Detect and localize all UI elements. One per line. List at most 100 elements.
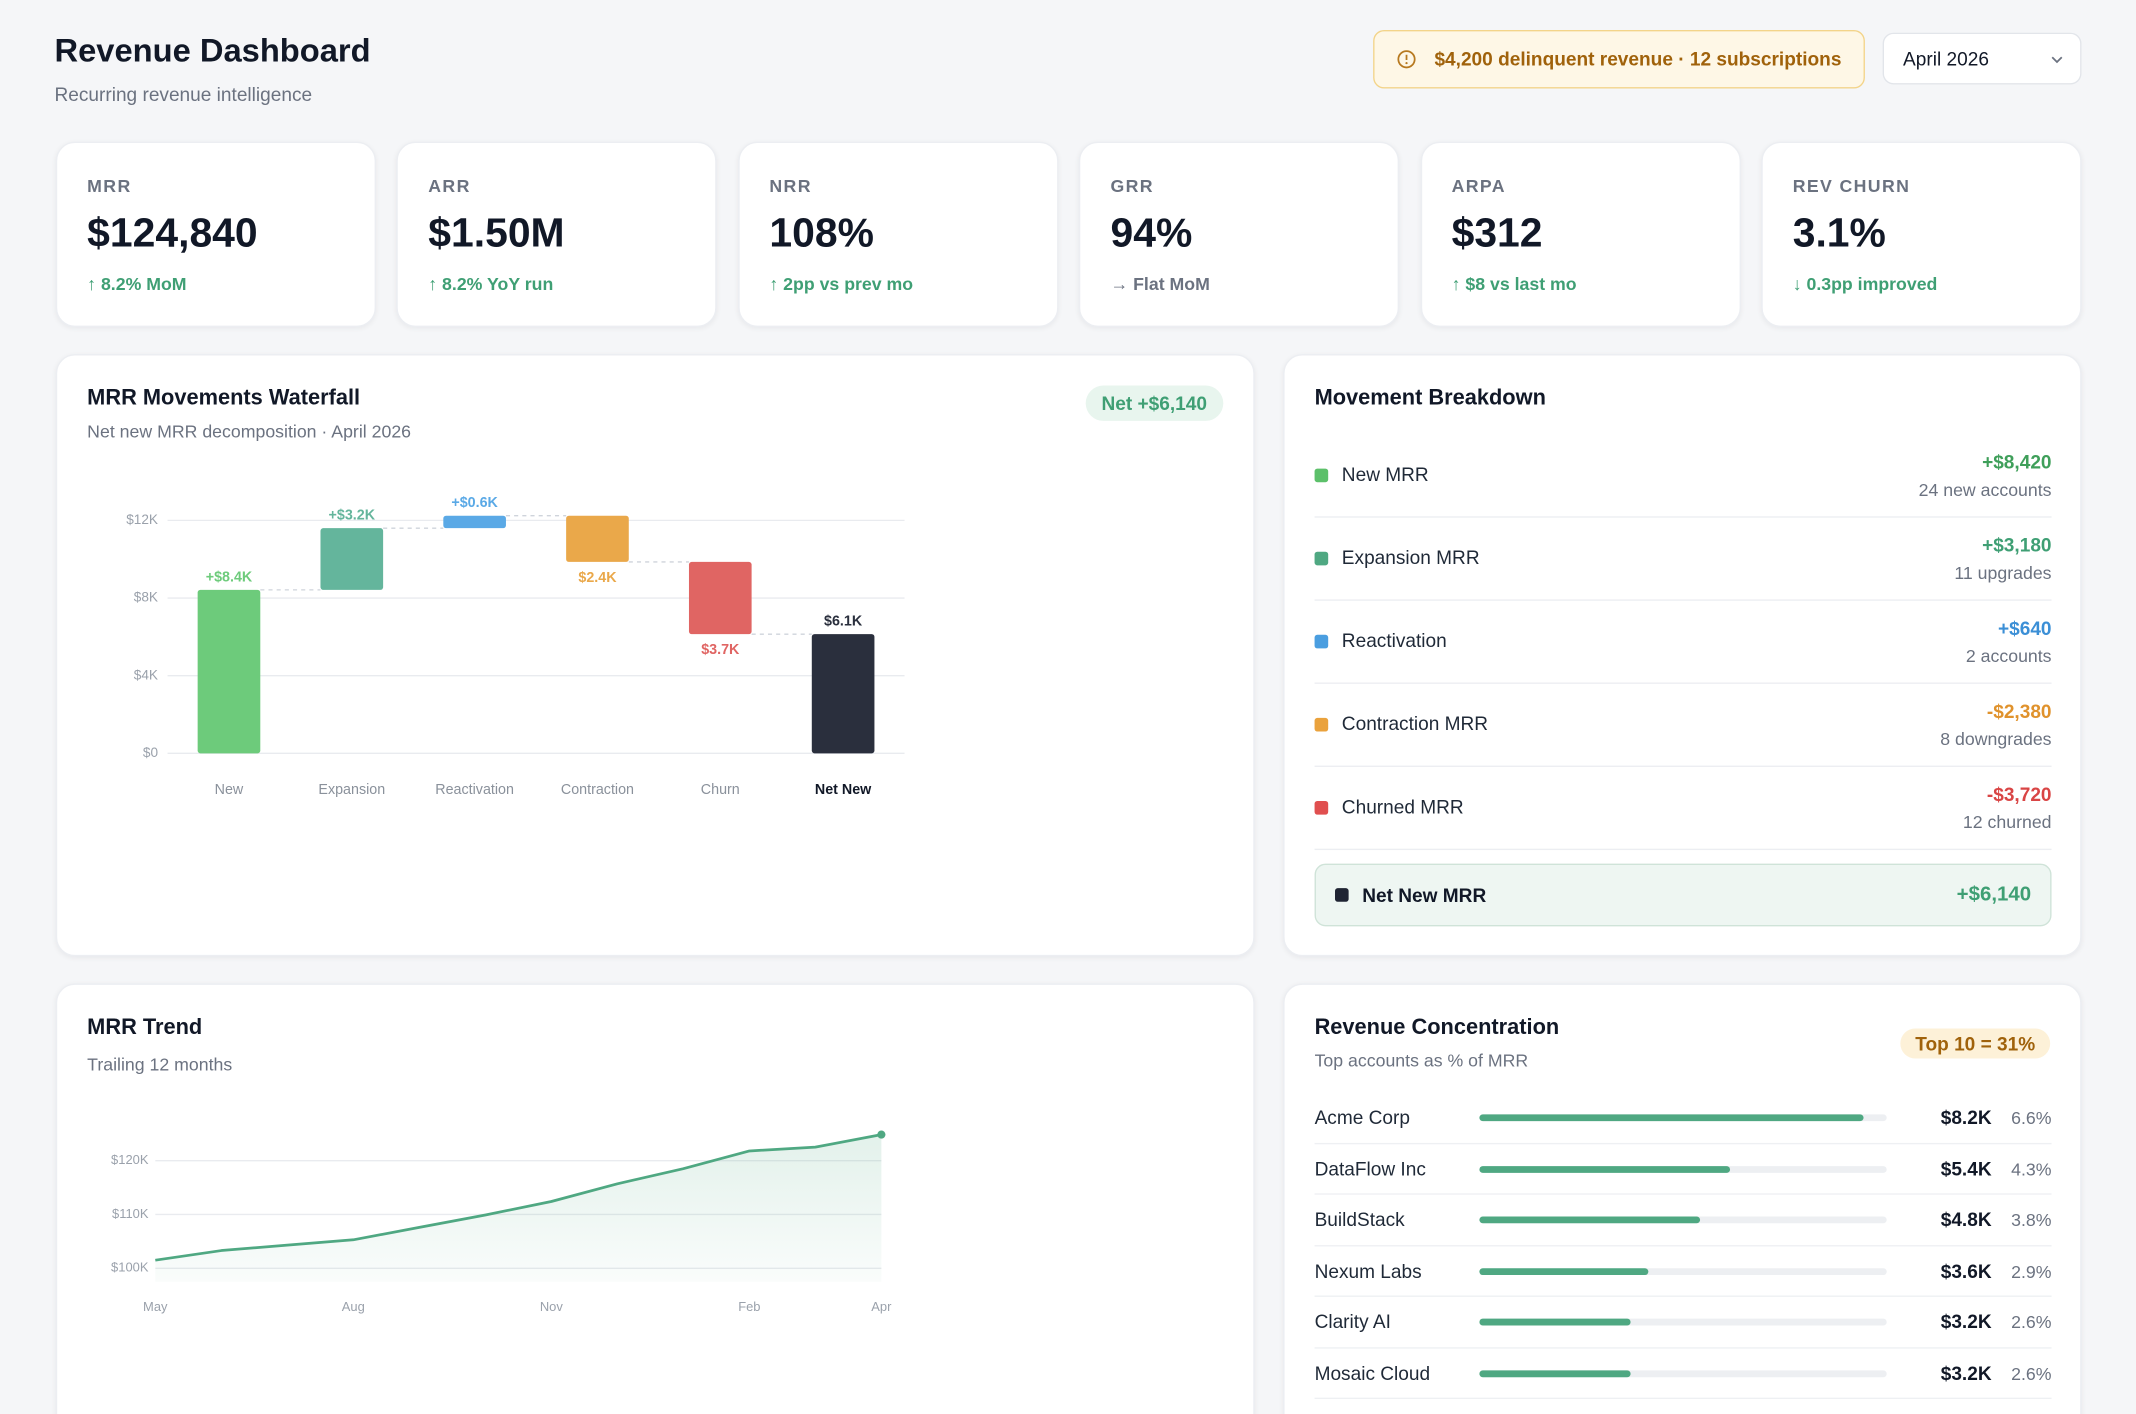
swatch [1314,468,1329,483]
end-point [877,1130,886,1139]
account-row: Nexum Labs $3.6K 2.9% [1314,1246,2052,1297]
net-badge: Net +$6,140 [1085,385,1224,421]
bar [566,515,629,562]
movement-name: New MRR [1341,463,1429,485]
kpi-delta: ↑ 8.2% MoM [87,273,187,295]
movement-note: 12 churned [1962,811,2052,833]
page-subtitle: Recurring revenue intelligence [54,83,313,105]
kpi-card: ARR $1.50M ↑ 8.2% YoY run [396,141,718,327]
kpi-label: NRR [769,175,812,197]
card-subtitle: Top accounts as % of MRR [1314,1050,1529,1071]
account-row: BuildStack $4.8K 3.8% [1314,1195,2052,1246]
movement-row: Contraction MRR -$2,380 8 downgrades [1314,684,2052,767]
account-share: 2.6% [2011,1311,2052,1333]
account-amount: $3.6K [1940,1259,1992,1282]
account-share: 3.8% [2011,1209,2052,1231]
kpi-value: $124,840 [87,211,258,257]
net-amount: +$6,140 [1956,882,2032,906]
card-subtitle: Net new MRR decomposition · April 2026 [87,420,412,442]
account-share: 2.6% [2011,1362,2052,1384]
x-tick-label: Nov [540,1299,564,1314]
movement-row: Reactivation +$640 2 accounts [1314,601,2052,684]
kpi-card: MRR $124,840 ↑ 8.2% MoM [55,141,376,327]
bar-track [1479,1267,1887,1275]
alert-banner[interactable]: $4,200 delinquent revenue · 12 subscript… [1373,29,1865,89]
kpi-card: NRR 108% ↑ 2pp vs prev mo [738,141,1059,327]
bar-track [1479,1114,1887,1122]
value-label: $3.7K [701,642,740,658]
y-tick-label: $110K [112,1206,149,1221]
value-label: +$3.2K [329,508,376,524]
kpi-label: REV CHURN [1792,175,1911,197]
x-tick-label: New [215,782,244,798]
concentration-card: Revenue Concentration Top accounts as % … [1283,983,2082,1414]
movement-row: Expansion MRR +$3,180 11 upgrades [1314,518,2052,601]
kpi-card: GRR 94% → Flat MoM [1079,141,1400,327]
x-tick-label: Expansion [318,782,385,798]
area [155,1134,882,1282]
bar [1479,1267,1649,1275]
account-row: Mosaic Cloud $3.2K 2.6% [1314,1348,2052,1400]
kpi-delta: ↑ 8.2% YoY run [428,273,554,295]
movement-note: 2 accounts [1965,645,2052,667]
alert-icon [1397,50,1416,69]
kpi-value: 94% [1110,211,1193,257]
trend-card: MRR Trend Trailing 12 months $100K $110K $… [55,983,1255,1414]
account-share: 2.9% [2011,1260,2052,1282]
movement-amount: -$3,720 [1986,783,2052,806]
kpi-value: $312 [1451,211,1543,257]
movement-name: Contraction MRR [1341,712,1489,735]
card-title: MRR Trend [87,1016,203,1040]
x-tick-label: Contraction [561,782,634,798]
kpi-delta: ↓ 0.3pp improved [1792,273,1938,295]
y-tick-label: $100K [111,1260,149,1275]
movement-row: Churned MRR -$3,720 12 churned [1314,767,2052,851]
x-tick-label: Feb [738,1299,760,1314]
swatch [1335,888,1349,902]
movement-amount: +$8,420 [1982,450,2052,473]
bar [1479,1165,1730,1173]
y-tick-label: $120K [111,1152,149,1167]
x-tick-label: May [143,1299,168,1314]
bar [1479,1369,1631,1377]
account-amount: $4.8K [1940,1208,1992,1231]
movement-name: Reactivation [1341,629,1447,652]
account-amount: $8.2K [1940,1106,1992,1128]
account-share: 4.3% [2011,1158,2052,1180]
account-name: Clarity AI [1314,1310,1391,1333]
trend-chart: $100K $110K $120K May Aug Nov Feb Apr [111,1130,892,1314]
x-tick-label: Net New [815,782,872,798]
y-tick-label: $0 [143,745,159,760]
account-row: Acme Corp $8.2K 6.6% [1314,1093,2052,1144]
y-tick-label: $8K [134,590,158,605]
kpi-delta: ↑ $8 vs last mo [1451,273,1577,295]
x-tick-label: Reactivation [435,782,514,798]
account-name: Acme Corp [1314,1106,1410,1128]
account-share: 6.6% [2011,1107,2052,1128]
top10-badge: Top 10 = 31% [1900,1028,2051,1059]
net-name: Net New MRR [1362,884,1487,906]
account-name: Mosaic Cloud [1314,1361,1431,1384]
account-row: DataFlow Inc $5.4K 4.3% [1314,1144,2052,1195]
kpi-delta: ↑ 2pp vs prev mo [769,273,914,295]
kpi-label: GRR [1110,175,1154,197]
movement-card: Movement Breakdown Net New MRR +$6,140 N… [1283,354,2082,957]
period-select[interactable]: April 2026 [1882,32,2082,85]
card-subtitle: Trailing 12 months [87,1054,233,1075]
movement-amount: +$3,180 [1982,534,2052,556]
y-tick-label: $4K [134,667,158,682]
swatch [1314,801,1329,815]
bar [320,528,384,590]
card-title: MRR Movements Waterfall [87,386,361,411]
account-name: Nexum Labs [1314,1259,1422,1282]
movement-name: Expansion MRR [1341,546,1480,569]
bar-track [1479,1165,1887,1173]
kpi-label: ARPA [1451,175,1506,197]
bar [1479,1216,1701,1224]
movement-note: 24 new accounts [1918,479,2052,500]
bar-track [1479,1318,1887,1326]
card-title: Revenue Concentration [1314,1016,1560,1040]
movement-amount: +$640 [1997,617,2052,639]
bar [811,634,875,754]
